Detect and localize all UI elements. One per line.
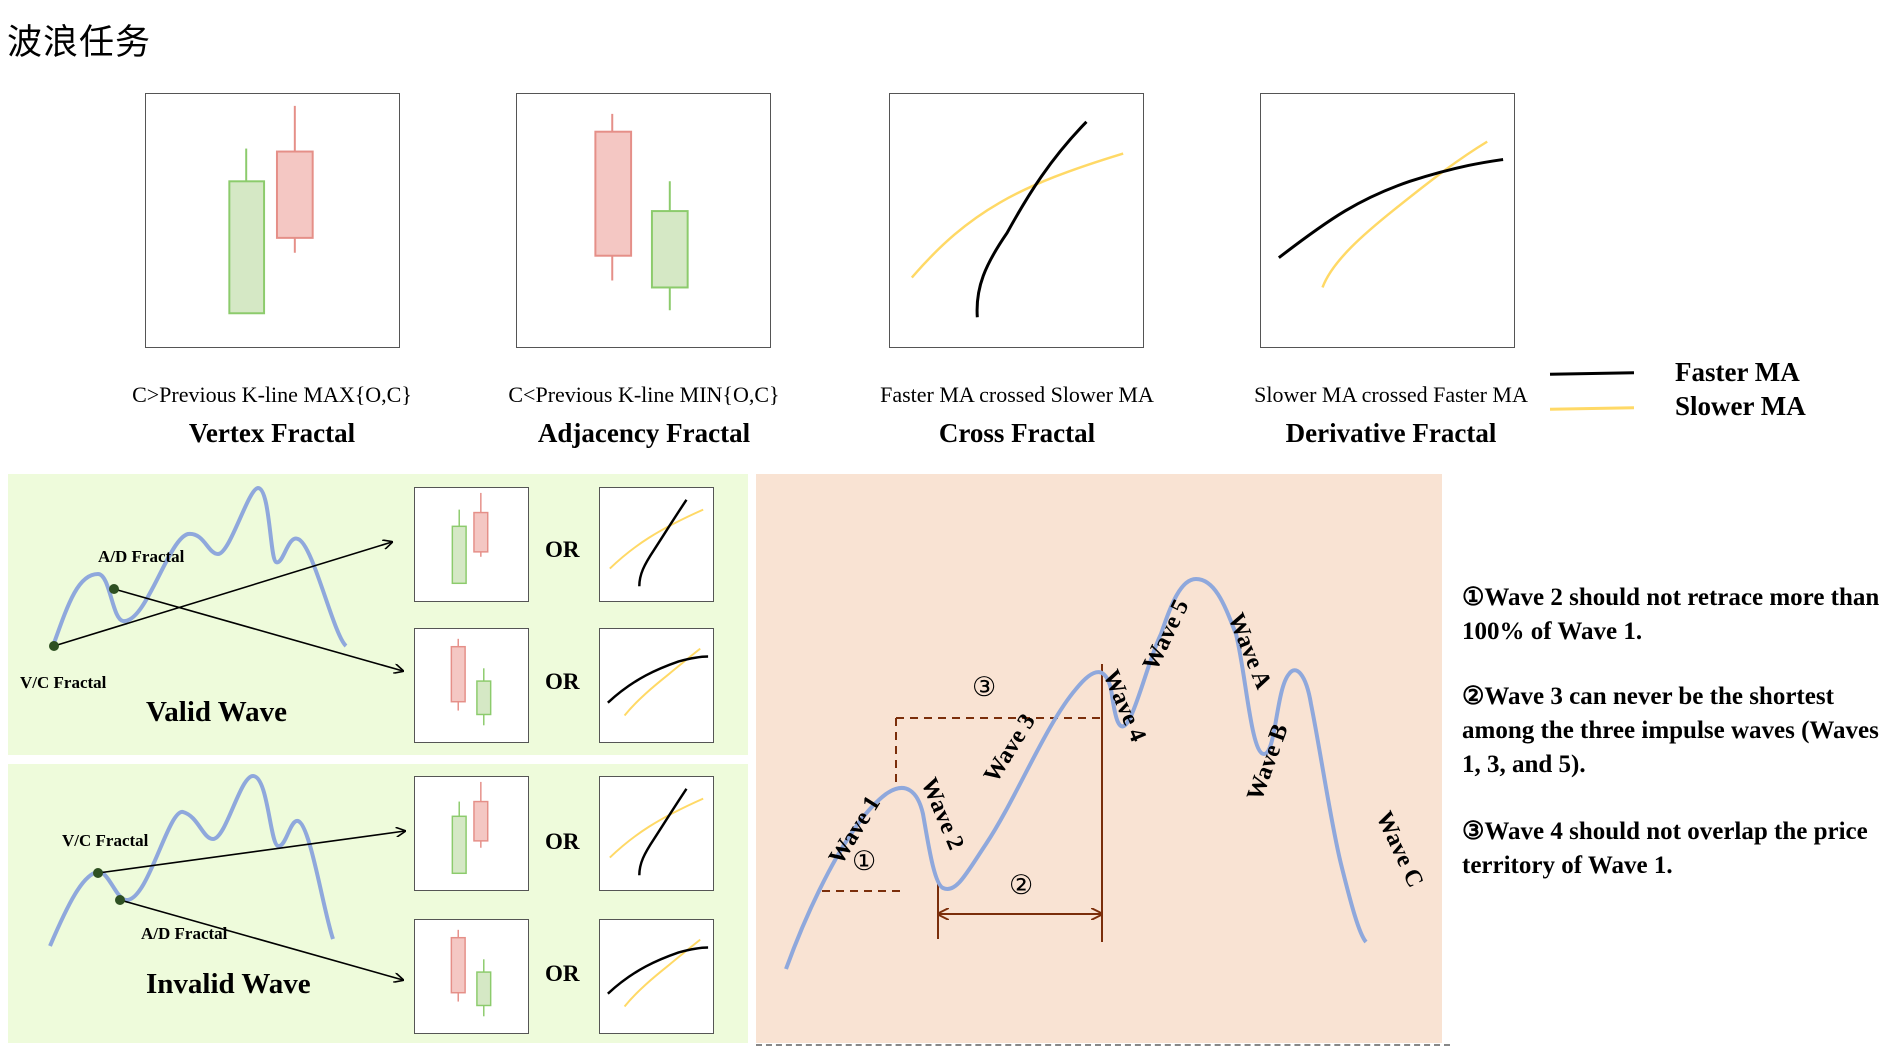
valid-wave-chart (49, 485, 748, 755)
invalid-or-2: OR (545, 961, 580, 986)
vc-fractal-dot (49, 641, 59, 651)
ad-fractal-dot (115, 895, 125, 905)
candlestick-pair-falling-icon (450, 638, 492, 726)
elliott-wave-chart: Wave 1 Wave 2 Wave 3 Wave 4 Wave 5 Wave … (784, 576, 1429, 970)
label-wave-a: Wave A (1222, 610, 1276, 694)
valid-top-fractal-label: A/D Fractal (98, 547, 185, 566)
adjacency-fractal-diagram (516, 93, 771, 348)
derivative-fractal-name: Derivative Fractal (1285, 418, 1497, 448)
invalid-derivative-ma (599, 919, 714, 1034)
invalid-bottom-fractal-label: A/D Fractal (141, 924, 228, 943)
valid-derivative-ma (599, 628, 714, 743)
label-wave-3: Wave 3 (979, 710, 1041, 788)
valid-wave-title: Valid Wave (146, 696, 288, 728)
invalid-wave-chart (48, 773, 748, 1043)
cross-condition: Faster MA crossed Slower MA (880, 382, 1154, 407)
faster-ma-swatch (1549, 371, 1635, 376)
valid-adjacency-candles (414, 628, 529, 743)
invalid-adjacency-candles (414, 919, 529, 1034)
invalid-or-1: OR (545, 829, 580, 854)
derivative-condition: Slower MA crossed Faster MA (1254, 382, 1528, 407)
rule-1: ①Wave 2 should not retrace more than 100… (1462, 584, 1880, 645)
vertex-condition: C>Previous K-line MAX{O,C} (132, 382, 412, 407)
candlestick-pair-falling-icon (594, 113, 689, 311)
ma-cross-derivative-icon (607, 647, 709, 717)
invalid-cross-ma (599, 776, 714, 891)
measure-guides (822, 664, 1106, 942)
panel-divider (756, 1044, 1450, 1046)
ad-fractal-dot (109, 584, 119, 594)
adjacency-condition: C<Previous K-line MIN{O,C} (508, 382, 780, 407)
marker-2: ② (1009, 870, 1033, 900)
elliott-wave-panel (756, 474, 1442, 1043)
marker-1: ① (852, 846, 876, 876)
adjacency-fractal-name: Adjacency Fractal (537, 418, 751, 448)
candlestick-pair-falling-icon (450, 929, 492, 1017)
label-wave-b: Wave B (1242, 721, 1294, 804)
cross-fractal-name: Cross Fractal (938, 418, 1096, 448)
ma-cross-up-icon (609, 788, 704, 876)
derivative-fractal-diagram (1260, 93, 1515, 348)
vc-fractal-dot (93, 868, 103, 878)
legend-faster-ma: Faster MA (1675, 357, 1800, 387)
candlestick-pair-rising-icon (451, 781, 489, 875)
invalid-top-fractal-label: V/C Fractal (62, 831, 149, 850)
cross-fractal-diagram (889, 93, 1144, 348)
ma-cross-up-icon (609, 499, 704, 587)
marker-3: ③ (972, 672, 996, 702)
legend-slower-ma: Slower MA (1675, 391, 1806, 421)
rule-3: ③Wave 4 should not overlap the price ter… (1462, 818, 1868, 879)
slower-ma-swatch (1549, 406, 1635, 411)
valid-or-2: OR (545, 669, 580, 694)
invalid-wave-title: Invalid Wave (146, 968, 311, 1000)
vertex-fractal-name: Vertex Fractal (188, 418, 356, 448)
valid-or-1: OR (545, 537, 580, 562)
page-title: 波浪任务 (7, 23, 152, 63)
invalid-vertex-candles (414, 776, 529, 891)
valid-vertex-candles (414, 487, 529, 602)
label-wave-5: Wave 5 (1138, 596, 1194, 675)
ma-cross-derivative-icon (607, 938, 709, 1008)
ma-cross-derivative-icon (1277, 140, 1504, 288)
label-wave-c: Wave C (1371, 808, 1429, 892)
candlestick-pair-rising-icon (451, 492, 489, 585)
ma-cross-up-icon (910, 120, 1124, 318)
rule-2: ②Wave 3 can never be the shortest among … (1462, 683, 1879, 778)
valid-bottom-fractal-label: V/C Fractal (20, 673, 107, 692)
vertex-fractal-diagram (145, 93, 400, 348)
candlestick-pair-rising-icon (228, 105, 314, 315)
valid-cross-ma (599, 487, 714, 602)
